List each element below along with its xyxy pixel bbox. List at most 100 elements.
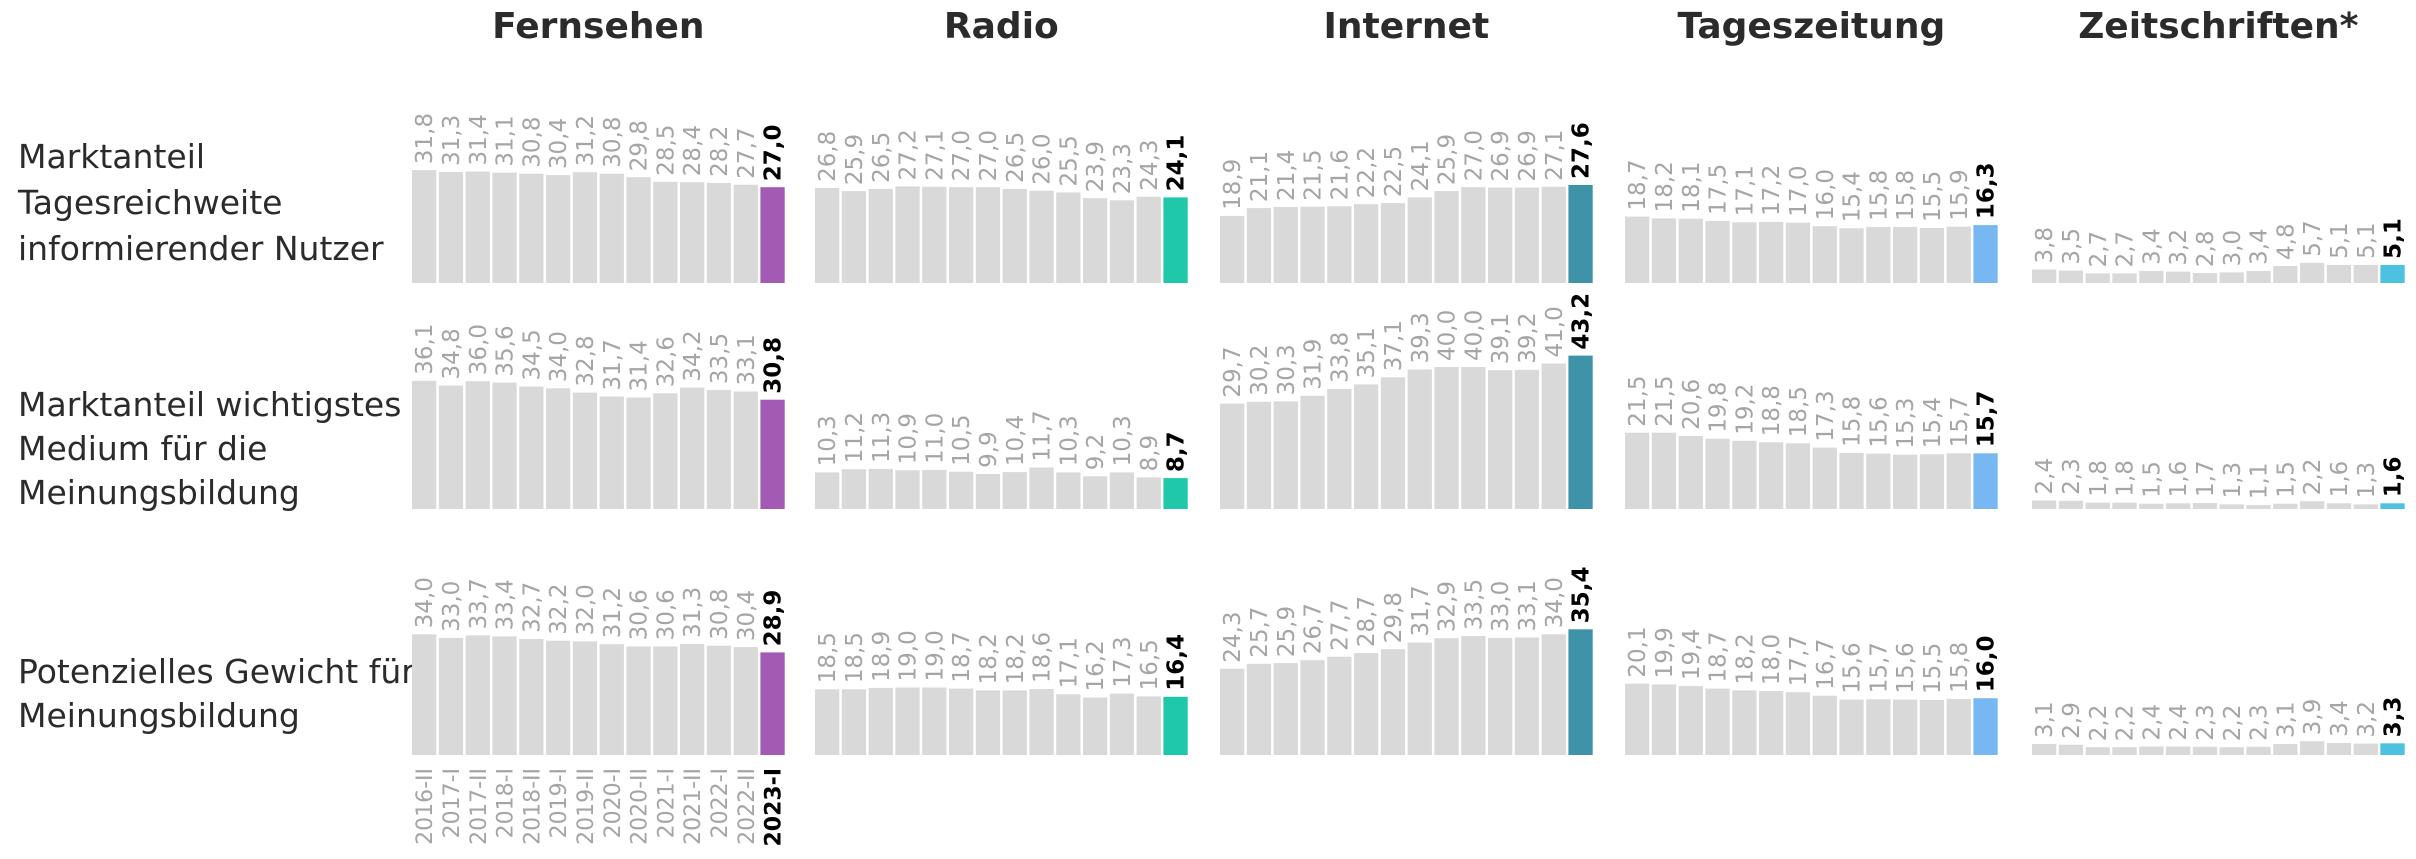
bar-r1-m1-p7 [1002,472,1027,509]
bar-r2-m2-p12 [1541,634,1566,755]
value-label-r0-m1-p3: 27,2 [896,129,922,180]
bar-r1-m0-p6 [572,392,598,509]
value-label-r2-m3-p6: 17,7 [1786,635,1812,686]
bar-r1-m2-p11 [1514,369,1540,509]
value-label-r0-m1-p6: 27,0 [976,130,1002,181]
value-label-r0-m4-p10: 5,7 [2300,220,2326,257]
value-label-r0-m3-p2: 18,1 [1679,161,1705,212]
bar-r0-m1-p0 [815,187,840,283]
bar-r1-m1-p9 [1056,472,1081,509]
bar-r0-m0-p0 [412,170,437,283]
period-label-1: 2017-I [440,768,465,838]
value-label-r0-m3-p0: 18,7 [1625,159,1651,210]
bar-r2-m0-p13 [760,652,785,755]
bar-r2-m3-p4 [1732,690,1757,755]
bar-r0-m1-p8 [1029,190,1054,283]
bar-r1-m0-p0 [412,380,437,509]
value-label-r0-m0-p12: 27,7 [734,127,760,178]
bar-r0-m3-p10 [1893,226,1918,283]
bar-r0-m3-p1 [1651,218,1677,283]
value-label-r1-m0-p6: 32,8 [573,335,599,386]
value-label-r1-m4-p4: 1,5 [2139,461,2165,498]
bar-r2-m3-p7 [1812,695,1837,755]
value-label-r2-m2-p5: 28,7 [1354,596,1380,647]
value-label-r1-m1-p10: 9,2 [1083,434,1109,471]
period-label-8: 2020-II [628,768,653,845]
value-label-r2-m4-p13: 3,3 [2381,697,2407,738]
bar-r0-m3-p0 [1625,216,1650,283]
value-label-r1-m2-p3: 31,9 [1301,339,1327,390]
value-label-r2-m1-p13: 16,4 [1164,634,1190,691]
bar-r2-m2-p7 [1407,642,1432,755]
value-label-r2-m0-p8: 30,6 [627,589,653,640]
bar-r2-m4-p8 [2246,746,2271,755]
bar-r2-m4-p6 [2192,746,2218,755]
value-label-r1-m2-p2: 30,3 [1274,344,1300,395]
value-label-r0-m0-p5: 30,4 [546,118,572,169]
value-label-r0-m4-p12: 5,1 [2354,222,2380,259]
bar-r0-m1-p2 [868,188,893,283]
value-label-r1-m1-p2: 11,3 [869,412,895,463]
bar-r0-m0-p5 [546,175,571,283]
bar-r2-m1-p7 [1002,690,1027,755]
bar-r1-m3-p8 [1839,452,1864,509]
bar-r2-m2-p3 [1300,660,1325,755]
value-label-r2-m4-p6: 2,3 [2193,704,2219,741]
value-label-r1-m3-p6: 18,5 [1786,386,1812,437]
value-label-r0-m0-p8: 29,8 [627,120,653,171]
bar-r1-m0-p12 [733,391,758,509]
value-label-r0-m4-p3: 2,7 [2113,231,2139,268]
bar-r0-m0-p7 [599,173,624,283]
value-label-r2-m0-p1: 33,0 [439,581,465,632]
period-label-9: 2021-I [654,768,679,838]
value-label-r2-m0-p6: 32,0 [573,584,599,635]
value-label-r2-m3-p12: 15,8 [1947,642,1973,693]
bar-r1-m2-p0 [1220,403,1245,509]
bar-r1-m0-p8 [626,397,651,509]
value-label-r2-m1-p6: 18,2 [976,633,1002,684]
bar-r1-m0-p9 [653,393,678,509]
value-label-r1-m4-p2: 1,8 [2086,460,2112,497]
value-label-r0-m4-p13: 5,1 [2381,218,2407,259]
bar-r1-m3-p13 [1973,453,1998,509]
media-title-2: Internet [1324,6,1490,47]
bar-r0-m4-p9 [2273,266,2298,283]
value-label-r2-m0-p10: 31,3 [680,587,706,638]
bar-r0-m1-p7 [1002,188,1027,283]
value-label-r2-m1-p11: 17,3 [1110,636,1136,687]
value-label-r2-m2-p1: 25,7 [1247,607,1273,658]
bar-r1-m3-p1 [1651,432,1677,509]
value-label-r0-m3-p4: 17,1 [1732,165,1758,216]
bar-r0-m3-p3 [1705,220,1730,283]
bar-r1-m2-p1 [1246,401,1272,509]
value-label-r0-m1-p12: 24,3 [1137,139,1163,190]
value-label-r2-m4-p10: 3,9 [2300,699,2326,736]
bar-r0-m1-p4 [922,186,947,283]
bar-r0-m2-p4 [1327,206,1352,283]
bar-r2-m3-p0 [1625,683,1650,755]
value-label-r1-m4-p11: 1,6 [2327,461,2353,498]
value-label-r2-m2-p4: 27,7 [1327,599,1353,650]
bar-r2-m3-p1 [1651,684,1677,755]
bar-r0-m4-p7 [2219,272,2244,283]
bar-r2-m3-p3 [1705,688,1730,755]
bar-r2-m2-p6 [1380,649,1406,755]
bar-r1-m1-p13 [1163,478,1188,509]
value-label-r2-m3-p8: 15,6 [1840,642,1866,693]
row-label-2-1: Meinungsbildung [18,696,300,735]
value-label-r2-m2-p12: 34,0 [1542,577,1568,628]
bar-r2-m1-p1 [841,689,867,755]
bar-r0-m4-p0 [2032,269,2057,283]
bar-r0-m2-p3 [1300,206,1325,283]
value-label-r1-m3-p9: 15,6 [1866,396,1892,447]
period-label-4: 2018-II [520,768,545,845]
bar-r0-m4-p6 [2192,273,2218,283]
bar-r1-m0-p10 [680,387,705,509]
value-label-r0-m1-p5: 27,0 [949,130,975,181]
value-label-r2-m3-p7: 16,7 [1813,638,1839,689]
bar-r2-m1-p6 [975,690,1001,755]
value-label-r1-m4-p5: 1,6 [2166,461,2192,498]
value-label-r0-m0-p7: 30,8 [600,116,626,167]
value-label-r2-m3-p3: 18,7 [1706,631,1732,682]
bar-r1-m4-p3 [2112,502,2137,509]
